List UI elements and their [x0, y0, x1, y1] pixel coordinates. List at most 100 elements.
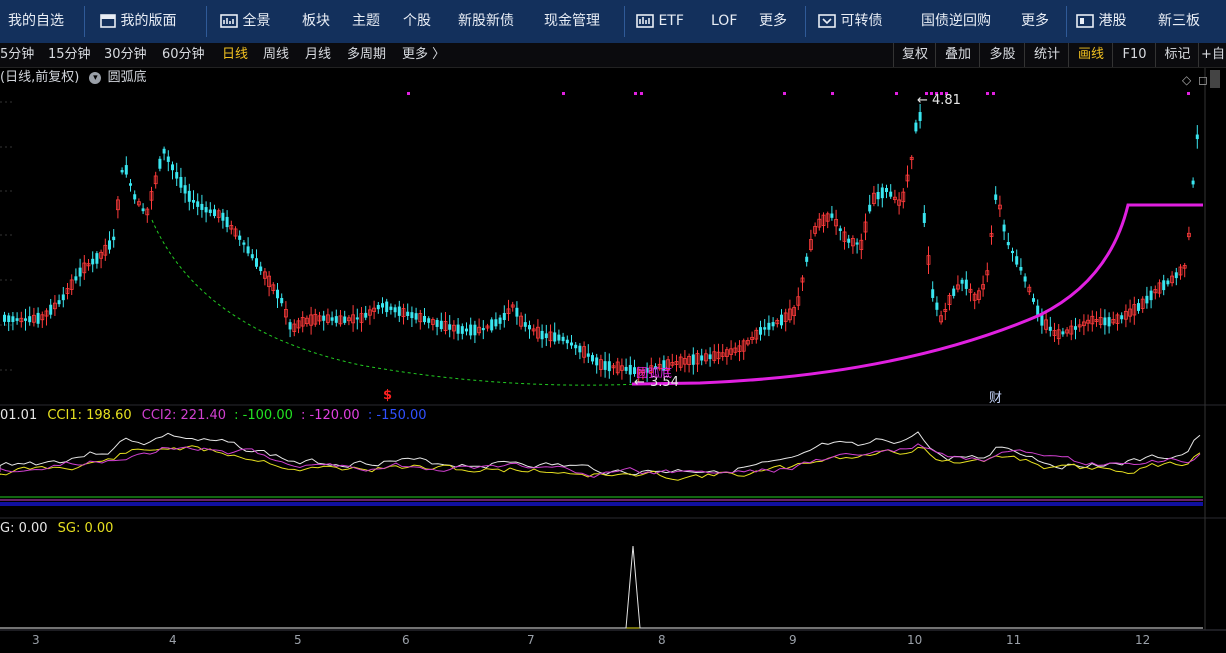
toolbar-mark[interactable]: 标记 [1155, 43, 1199, 67]
candle-body-down [591, 355, 594, 362]
nav-my-layout[interactable]: 我的版面 [100, 0, 176, 43]
candle-body-up [641, 370, 645, 373]
nav-my-watchlist[interactable]: 我的自选 [8, 13, 64, 29]
toolbar-f10[interactable]: F10 [1112, 43, 1156, 67]
candle-body-down [242, 242, 246, 245]
nav-lof[interactable]: LOF [711, 13, 738, 29]
nav-new-stock-bond[interactable]: 新股新债 [458, 13, 514, 29]
candle-body-up [989, 233, 994, 237]
candle-body-up [1069, 325, 1074, 335]
period-5min[interactable]: 5分钟 [0, 47, 35, 62]
period-multi[interactable]: 多周期 [347, 47, 387, 62]
nav-new-third-board[interactable]: 新三板 [1158, 13, 1200, 29]
candle-body-down [204, 207, 208, 213]
candle-body-down [414, 313, 418, 320]
nav-treasury-repo[interactable]: 国债逆回购 [921, 13, 991, 29]
nav-hk-stock[interactable]: 港股 [1076, 0, 1126, 43]
candle-body-down [494, 319, 498, 327]
nav-theme[interactable]: 主题 [352, 13, 380, 29]
candle-body-up [666, 359, 670, 371]
scroll-thumb[interactable] [1210, 70, 1220, 88]
diamond-icon[interactable]: ◇ [1182, 73, 1192, 87]
candle-body-down [469, 324, 473, 336]
period-bar: 5分钟 15分钟 30分钟 60分钟 日线 周线 月线 多周期 更多 〉 复权 … [0, 43, 1226, 68]
candle-body-up [905, 174, 910, 182]
candle-body-up [754, 329, 759, 340]
candle-body-down [171, 164, 174, 171]
candle-body-up [842, 231, 847, 242]
candle-body-down [607, 361, 611, 372]
candle-body-up [775, 320, 780, 325]
candle-body-up [998, 204, 1002, 210]
event-dot [634, 92, 637, 95]
candle-body-down [1195, 134, 1199, 140]
candle-body-down [759, 327, 762, 335]
nav-convertible-bond[interactable]: 可转债 [818, 0, 882, 43]
candle-body-down [393, 307, 397, 313]
candle-body-down [628, 364, 632, 375]
cci-level-1: : -100.00 [234, 408, 293, 423]
candle-body-down [1074, 326, 1077, 330]
g-label: G: 0.00 [0, 521, 48, 536]
event-dot [930, 92, 933, 95]
candle-body-down [523, 322, 527, 327]
square-icon[interactable]: ◻ [1198, 73, 1208, 87]
hk-icon [1076, 14, 1094, 28]
period-15min[interactable]: 15分钟 [48, 47, 91, 62]
candle-body-down [1019, 266, 1023, 271]
toolbar-statistics[interactable]: 统计 [1024, 43, 1069, 67]
dropdown-icon[interactable]: ▾ [89, 71, 102, 84]
candle-body-down [376, 304, 380, 310]
x-tick-label: 7 [527, 633, 535, 647]
candle-body-up [531, 328, 536, 332]
candle-body-down [952, 288, 956, 296]
nav-more-2[interactable]: 更多 [1021, 13, 1049, 29]
period-60min[interactable]: 60分钟 [162, 47, 205, 62]
nav-sector[interactable]: 板块 [302, 13, 330, 29]
dividend-marker[interactable]: $ [383, 388, 393, 403]
nav-panorama[interactable]: 全景 [220, 0, 270, 43]
period-more[interactable]: 更多 〉 [402, 47, 446, 62]
sg-legend: G: 0.00 SG: 0.00 [0, 521, 113, 536]
period-monthly[interactable]: 月线 [305, 47, 332, 62]
g-spike-line [0, 545, 1203, 629]
nav-stock[interactable]: 个股 [403, 13, 431, 29]
candle-body-down [931, 289, 935, 298]
candle-body-up [670, 362, 675, 366]
candle-body-up [683, 358, 687, 365]
candle-body-up [359, 313, 364, 323]
candle-body-down [49, 304, 53, 315]
candle-body-up [510, 304, 515, 308]
candle-body-up [977, 290, 981, 300]
nav-etf[interactable]: ETF [636, 0, 684, 43]
candle-body-down [830, 213, 834, 218]
nav-cash-management[interactable]: 现金管理 [544, 13, 600, 29]
candle-body-up [863, 221, 868, 233]
toolbar-multi-stock[interactable]: 多股 [979, 43, 1025, 67]
bond-icon [818, 14, 836, 28]
period-weekly[interactable]: 周线 [263, 47, 290, 62]
toolbar-overlay[interactable]: 叠加 [935, 43, 980, 67]
cci-level-3: : -150.00 [367, 408, 427, 423]
toolbar-adjust[interactable]: 复权 [893, 43, 936, 67]
event-dot [783, 92, 786, 95]
candle-body-up [1187, 232, 1191, 238]
candle-body-down [28, 316, 32, 323]
candle-body-down [498, 317, 502, 324]
toolbar-add-self[interactable]: +自 [1198, 43, 1226, 67]
period-daily[interactable]: 日线 [222, 47, 249, 62]
toolbar-draw-line[interactable]: 画线 [1068, 43, 1113, 67]
candle-body-down [1032, 298, 1035, 302]
candle-body-down [1011, 250, 1014, 254]
candle-body-down [91, 258, 95, 265]
round-bottom-tag: 圆弧底 [636, 366, 673, 380]
finance-marker[interactable]: 财 [989, 391, 1003, 406]
nav-more-1[interactable]: 更多 [759, 13, 787, 29]
period-30min[interactable]: 30分钟 [104, 47, 147, 62]
event-dot [935, 92, 938, 95]
candle-body-up [985, 270, 990, 276]
candle-body-up [519, 315, 523, 327]
candle-body-up [372, 307, 377, 312]
candle-body-down [343, 316, 347, 323]
